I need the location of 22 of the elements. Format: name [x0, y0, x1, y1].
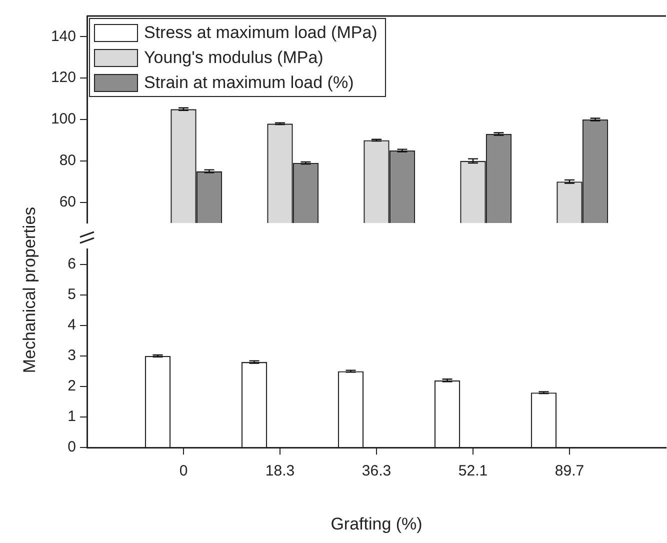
- y-tick-label: 120: [50, 69, 76, 86]
- y-tick-label: 80: [59, 152, 76, 170]
- x-tick-label: 89.7: [554, 462, 584, 480]
- x-tick-label: 36.3: [362, 462, 392, 480]
- y-tick-label: 1: [68, 408, 76, 426]
- y-tick-label: 60: [59, 193, 76, 210]
- y-tick-label: 2: [68, 378, 76, 395]
- legend-label: Young's modulus (MPa): [144, 48, 324, 68]
- legend-label: Stress at maximum load (MPa): [144, 22, 378, 42]
- y-tick-label: 6: [68, 255, 76, 272]
- legend-label: Strain at maximum load (%): [144, 72, 354, 92]
- x-tick-label: 18.3: [265, 462, 295, 480]
- x-tick-label: 52.1: [458, 462, 488, 480]
- y-tick-label: 3: [68, 347, 76, 364]
- y-tick-label: 0: [68, 438, 76, 456]
- y-tick-label: 4: [68, 316, 76, 334]
- y-tick-label: 140: [50, 28, 76, 45]
- y-tick-label: 5: [68, 286, 76, 303]
- y-tick-label: 100: [50, 110, 76, 128]
- x-axis-title: Grafting (%): [330, 514, 422, 534]
- x-tick-label: 0: [179, 462, 188, 480]
- y-axis-title: Mechanical properties: [20, 206, 40, 374]
